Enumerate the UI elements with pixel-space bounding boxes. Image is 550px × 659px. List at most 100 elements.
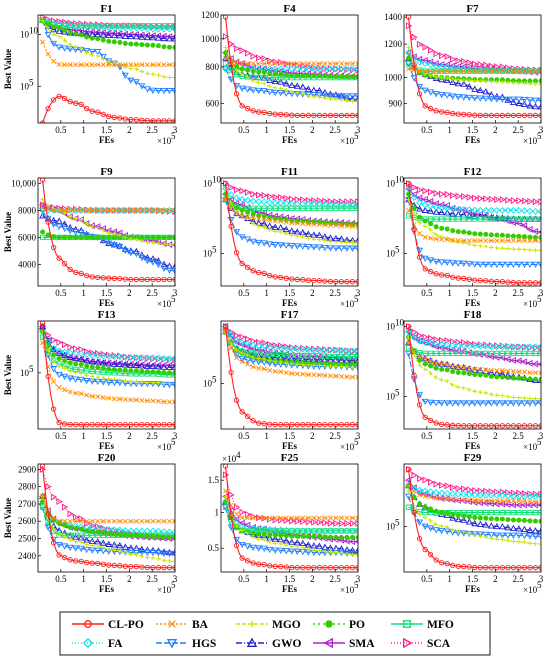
series-point-hgs [72,229,80,236]
series-point-cl-po [144,276,151,283]
series-point-ba [327,222,333,228]
series-point-mgo [161,381,167,386]
x-exponent: ×10 [340,299,355,309]
series-point-cl-po [483,112,489,119]
x-tick-label: 1 [264,431,269,441]
series-point-ba [100,207,106,213]
series-point-po [466,514,472,520]
x-axis-label: FEs [465,441,481,451]
series-point-sma [432,60,439,68]
series-point-ba [422,493,428,499]
series-point-po [166,44,172,50]
series-point-sca [316,197,324,205]
series-point-gwo [121,361,129,368]
series-point-gwo [515,99,523,107]
series-point-cl-po [172,118,175,123]
series-point-sma [132,30,140,38]
series-point-sca [239,333,246,341]
series-point-cl-po [228,512,234,519]
series-point-cl-po [521,280,528,286]
series-point-ba [161,207,167,213]
series-point-ba [239,61,245,67]
series-point-mgo [422,367,428,372]
series-point-hgs [432,400,440,407]
series-point-mgo [328,549,333,555]
series-point-cl-po [289,564,295,571]
series-point-mgo [289,233,294,238]
series-point-sca [411,183,418,191]
series-point-po [516,375,522,381]
series-point-sca [461,339,468,347]
series-point-cl-po [166,422,173,428]
x-tick-label: 3 [173,288,178,298]
series-point-mgo [300,362,306,367]
series-point-ba [521,369,527,375]
series-point-ba [300,515,306,521]
series-point-hgs [465,400,473,407]
series-point-ba [311,372,317,378]
series-point-cl-po [67,266,73,273]
series-point-mgo [306,236,311,241]
panel-title: F18 [464,309,482,321]
x-tick-label: 2.5 [513,288,525,298]
series-point-fa [105,206,113,214]
legend-label-hgs: HGS [192,638,216,650]
series-point-mgo [117,548,123,554]
series-point-po [527,376,533,382]
series-point-ba [283,370,289,376]
series-line-sca [408,182,541,203]
series-point-ba [527,68,533,74]
series-point-mfo [322,528,328,534]
series-point-sma [121,30,128,38]
series-point-ba [499,238,505,244]
series-point-ba [439,495,445,501]
y-tick-label: 800 [206,62,220,72]
series-point-gwo [116,360,124,368]
series-point-fa [416,199,424,207]
series-point-ba [166,207,173,213]
series-point-mgo [156,73,161,78]
series-point-po [461,370,467,376]
series-point-fa [487,343,495,350]
series-point-cl-po [50,97,57,103]
series-point-mgo [350,240,355,245]
series-point-gwo [271,77,279,85]
series-point-sca [532,490,540,498]
series-point-mgo [245,75,250,80]
series-point-sma [244,343,251,351]
series-point-gwo [105,31,113,38]
series-point-ba [95,62,101,68]
series-point-po [472,515,478,521]
series-point-po [527,518,533,524]
series-point-fa [127,354,135,362]
series-point-sca [472,487,479,494]
series-point-po [455,369,461,375]
series-point-sma [404,476,412,484]
legend-box [59,611,491,656]
series-point-cl-po [327,112,334,119]
series-point-gwo [66,223,74,231]
series-point-mgo [273,541,278,546]
series-point-hgs [498,532,506,539]
series-point-mfo [483,68,489,74]
series-point-mgo [145,240,150,245]
series-point-ba [283,219,289,225]
series-point-po [344,74,350,80]
series-point-hgs [427,525,435,532]
series-point-sma [526,225,533,233]
series-point-mgo [228,200,234,206]
series-point-mgo [300,545,306,550]
series-point-cl-po [444,422,450,428]
series-point-ba [45,51,51,57]
series-point-mgo [62,211,67,216]
series-point-po [223,499,229,505]
series-point-sca [439,481,446,489]
series-point-po [250,68,256,74]
series-point-fa [160,206,168,214]
series-point-mfo [283,352,289,358]
series-point-ba [228,205,234,211]
series-point-ba [483,238,489,244]
y-tick-exponent: 5 [212,375,217,385]
series-point-fa [99,206,107,214]
series-point-sca [483,61,490,69]
